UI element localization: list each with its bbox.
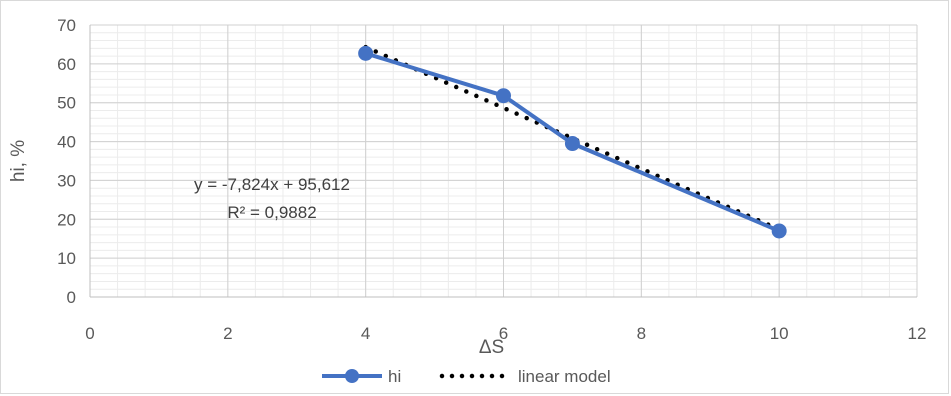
y-axis-title: hi, %	[8, 140, 29, 182]
series-line-hi	[363, 51, 782, 233]
series-layer	[358, 44, 787, 239]
y-tick-label: 60	[57, 55, 76, 74]
y-tick-label: 50	[57, 94, 76, 113]
data-point-hi	[358, 45, 374, 61]
legend: hi linear model	[322, 367, 611, 386]
x-tick-label: 12	[908, 324, 927, 343]
r-squared-label: R² = 0,9882	[227, 203, 316, 222]
tick-labels: 0 2 4 6 8 10 12 0 10 20 30 40 50 60 70	[57, 16, 926, 343]
legend-label-hi: hi	[388, 367, 401, 386]
legend-label-linear-model: linear model	[518, 367, 611, 386]
data-point-hi	[771, 223, 787, 239]
x-axis-title: ΔS	[479, 337, 504, 358]
y-tick-label: 30	[57, 171, 76, 190]
grid	[89, 24, 918, 298]
legend-marker-hi	[345, 369, 359, 383]
y-tick-label: 70	[57, 16, 76, 35]
x-tick-label: 0	[85, 324, 94, 343]
y-tick-label: 10	[57, 249, 76, 268]
x-tick-label: 10	[770, 324, 789, 343]
x-tick-label: 4	[361, 324, 370, 343]
x-tick-label: 8	[637, 324, 646, 343]
x-tick-label: 6	[499, 324, 508, 343]
y-tick-label: 0	[67, 288, 76, 307]
y-tick-label: 40	[57, 133, 76, 152]
data-point-hi	[496, 88, 511, 104]
axes	[89, 25, 917, 298]
trendline-equation: y = -7,824x + 95,612	[194, 175, 350, 194]
y-tick-label: 20	[57, 210, 76, 229]
data-point-hi	[564, 136, 580, 152]
x-tick-label: 2	[223, 324, 232, 343]
trendline-linear-model	[363, 44, 782, 232]
